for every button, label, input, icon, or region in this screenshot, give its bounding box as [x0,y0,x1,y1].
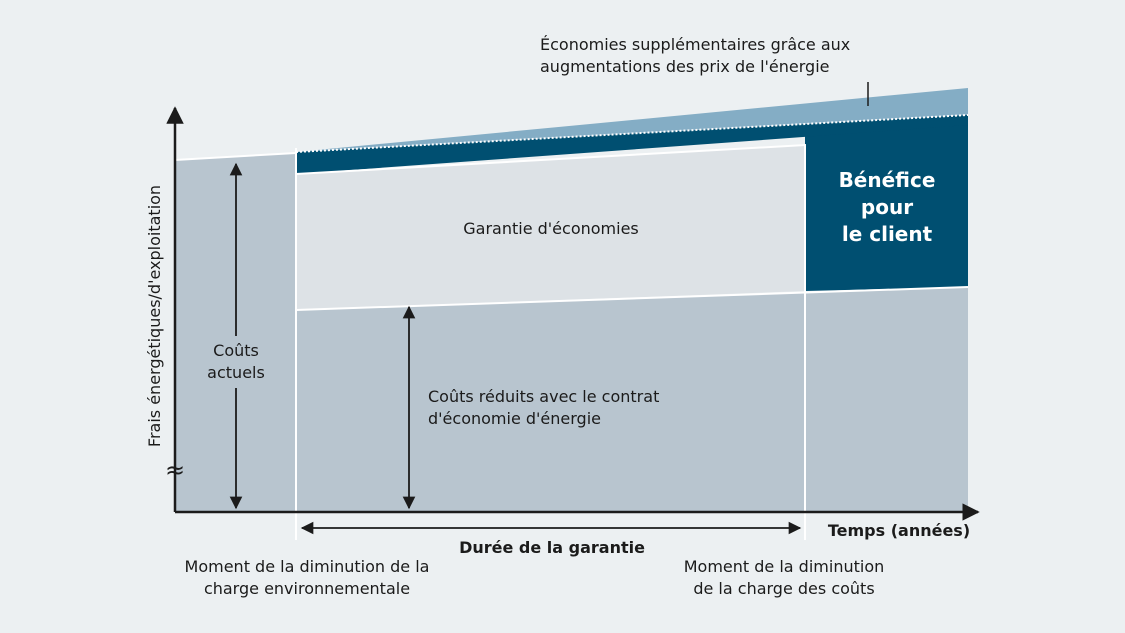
y-axis-label: Frais énergétiques/d'exploitation [145,185,164,447]
reduced-costs-area [296,287,968,512]
customer-benefit-label-line2: pour [861,195,913,219]
env-load-moment-label-line1: Moment de la diminution de la [185,557,430,576]
customer-benefit-label-line3: le client [842,222,933,246]
current-costs-top-line [174,152,297,161]
reduced-costs-label-line2: d'économie d'énergie [428,409,601,428]
customer-benefit-area [805,115,968,291]
customer-benefit-label-line1: Bénéfice [839,168,936,192]
extra-savings-label-line1: Économies supplémentaires grâce aux [540,35,850,54]
current-costs-label-line1: Coûts [213,341,259,360]
extra-savings-dotted-line [295,114,969,153]
savings-guarantee-area [296,145,805,310]
axis-break-symbol: ≈ [165,456,185,484]
x-axis-label: Temps (années) [828,521,970,540]
extra-savings-band [296,88,968,152]
cost-load-moment-label-line1: Moment de la diminution [684,557,885,576]
extra-savings-label-line2: augmentations des prix de l'énergie [540,57,829,76]
savings-top-band [296,115,968,174]
env-load-moment-label-line2: charge environnementale [204,579,410,598]
cost-load-moment-label-line2: de la charge des coûts [693,579,874,598]
savings-guarantee-label: Garantie d'économies [463,219,639,238]
guarantee-duration-label: Durée de la garantie [459,538,645,557]
current-costs-label-line2: actuels [207,363,265,382]
reduced-costs-label-line1: Coûts réduits avec le contrat [428,387,659,406]
